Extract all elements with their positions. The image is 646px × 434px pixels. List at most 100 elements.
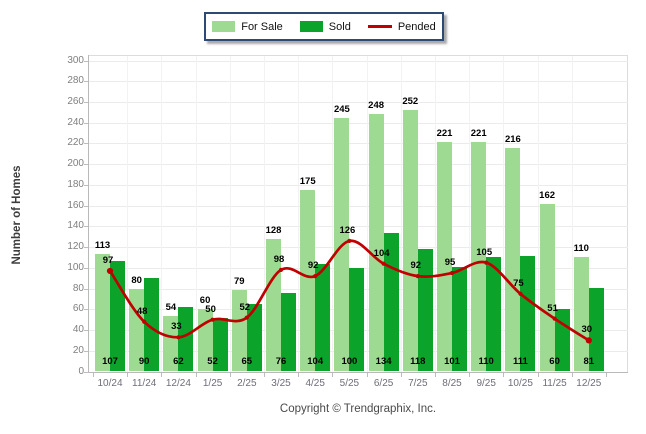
gridline-h <box>89 81 628 83</box>
y-tick-label: 240 <box>67 116 84 128</box>
for-sale-value-label: 113 <box>94 240 111 252</box>
pended-value-label: 52 <box>239 301 251 313</box>
pended-value-label: 48 <box>136 305 148 317</box>
pended-value-label: 33 <box>171 321 182 333</box>
y-tick-mark <box>84 60 88 62</box>
gridline-v <box>195 56 197 372</box>
sold-value-label: 81 <box>583 356 595 367</box>
copyright-text: Copyright © Trendgraphix, Inc. <box>279 403 437 415</box>
y-tick-mark <box>84 267 88 269</box>
x-tick-label: 9/25 <box>476 378 496 389</box>
legend-item-pended: Pended <box>367 20 436 33</box>
bar-for-sale <box>402 110 418 372</box>
x-axis-line <box>88 371 628 373</box>
x-tick-mark <box>92 372 94 377</box>
x-tick-label: 12/24 <box>165 378 191 389</box>
y-tick-label: 80 <box>72 282 84 294</box>
pended-value-label: 97 <box>102 254 114 266</box>
sold-value-label: 110 <box>478 356 494 367</box>
sold-value-label: 62 <box>173 356 184 367</box>
x-tick-label: 11/25 <box>542 378 567 389</box>
x-tick-mark <box>298 372 300 377</box>
y-tick-mark <box>84 205 88 207</box>
gridline-h <box>89 184 628 186</box>
x-tick-mark <box>571 372 573 377</box>
bar-for-sale <box>505 147 521 372</box>
pended-value-label: 51 <box>547 302 558 314</box>
x-tick-label: 3/25 <box>271 378 291 389</box>
gridline-v <box>263 56 265 372</box>
y-tick-mark <box>84 164 88 166</box>
sold-value-label: 101 <box>444 356 460 367</box>
sold-value-label: 90 <box>138 356 150 367</box>
pended-value-label: 105 <box>476 246 493 258</box>
x-tick-mark <box>366 372 368 377</box>
bar-sold <box>588 287 604 372</box>
bar-for-sale <box>368 114 384 372</box>
for-sale-value-label: 245 <box>333 103 350 115</box>
bar-for-sale <box>334 117 350 372</box>
sold-value-label: 65 <box>241 356 253 367</box>
sold-value-label: 118 <box>410 356 426 367</box>
for-sale-value-label: 216 <box>504 133 521 145</box>
sold-value-label: 60 <box>549 356 560 367</box>
y-tick-mark <box>84 101 88 103</box>
x-tick-mark <box>434 372 436 377</box>
x-tick-mark <box>195 372 197 377</box>
x-tick-label: 1/25 <box>202 378 223 389</box>
x-tick-mark <box>161 372 163 377</box>
gridline-v <box>127 56 129 372</box>
y-tick-label: 160 <box>67 199 84 211</box>
y-tick-mark <box>84 371 88 373</box>
x-tick-mark <box>503 372 505 377</box>
x-tick-label: 4/25 <box>305 378 325 389</box>
y-tick-label: 20 <box>72 344 84 356</box>
y-tick-mark <box>84 350 88 352</box>
sold-value-label: 52 <box>207 356 218 367</box>
x-tick-label: 5/25 <box>339 378 360 389</box>
y-tick-mark <box>84 288 88 290</box>
gridline-h <box>89 226 628 228</box>
y-tick-mark <box>84 330 88 332</box>
pended-value-label: 30 <box>581 324 593 336</box>
x-tick-label: 11/24 <box>132 378 157 389</box>
y-axis-title: Number of Homes <box>11 165 23 265</box>
sold-swatch-icon <box>299 21 323 32</box>
y-tick-label: 120 <box>67 241 84 253</box>
for-sale-value-label: 110 <box>573 243 589 255</box>
gridline-h <box>89 60 628 62</box>
gridline-v <box>366 56 368 372</box>
sold-value-label: 107 <box>102 356 118 367</box>
x-tick-label: 12/25 <box>576 378 602 389</box>
x-tick-label: 7/25 <box>408 378 428 389</box>
y-tick-label: 0 <box>78 365 84 377</box>
gridline-v <box>298 56 300 372</box>
bar-for-sale <box>539 203 555 372</box>
y-tick-label: 280 <box>67 75 84 87</box>
chart-legend: For Sale Sold Pended <box>204 12 444 41</box>
sold-value-label: 134 <box>375 356 392 367</box>
legend-label-pended: Pended <box>397 20 436 33</box>
bar-for-sale <box>573 257 589 372</box>
x-tick-label: 6/25 <box>373 378 394 389</box>
legend-item-for-sale: For Sale <box>212 21 283 33</box>
y-tick-mark <box>84 143 88 145</box>
gridline-h <box>89 122 628 124</box>
y-tick-mark <box>84 122 88 124</box>
for-sale-value-label: 162 <box>539 189 556 201</box>
gridline-v <box>469 56 471 372</box>
pended-value-label: 95 <box>444 257 456 269</box>
sold-value-label: 104 <box>307 356 324 367</box>
bar-sold <box>486 257 502 372</box>
x-tick-mark <box>263 372 265 377</box>
bar-for-sale <box>300 190 316 372</box>
pended-value-label: 75 <box>513 277 524 289</box>
gridline-v <box>332 56 334 372</box>
x-tick-mark <box>400 372 402 377</box>
for-sale-value-label: 175 <box>299 176 316 188</box>
gridline-v <box>571 56 573 372</box>
x-tick-label: 8/25 <box>442 378 462 389</box>
x-tick-label: 2/25 <box>237 378 257 389</box>
for-sale-value-label: 80 <box>131 274 142 286</box>
